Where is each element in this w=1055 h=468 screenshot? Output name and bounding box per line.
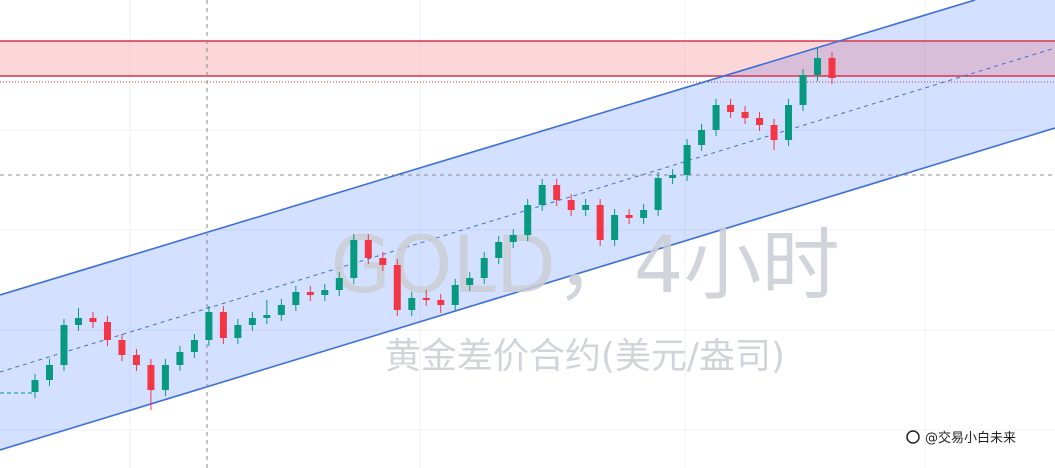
candle-body	[161, 365, 169, 390]
candle-body	[437, 300, 445, 305]
candle-body	[538, 185, 546, 205]
candle-body	[524, 205, 532, 235]
candle-body	[596, 205, 604, 240]
candle-body	[118, 340, 126, 355]
candle-body	[741, 112, 749, 118]
candle-body	[567, 200, 575, 210]
credit-text: @交易小白未来	[925, 430, 1016, 446]
candle-body	[480, 258, 488, 278]
candle-body	[132, 355, 140, 365]
candle-body	[60, 325, 68, 365]
candle-body	[176, 352, 184, 365]
candle-body	[292, 292, 300, 305]
candle-body	[509, 235, 517, 242]
candle-body	[234, 325, 242, 338]
candle-body	[248, 318, 256, 325]
candle-body	[89, 318, 97, 322]
watermark-subtitle: 黄金差价合约(美元/盎司)	[385, 336, 785, 377]
candle-body	[582, 205, 590, 210]
candle-body	[770, 125, 778, 140]
candle-body	[466, 278, 474, 285]
candle-body	[190, 340, 198, 352]
candle-body	[205, 312, 213, 340]
candle-body	[640, 210, 648, 218]
candle-body	[756, 118, 764, 125]
candle-body	[712, 105, 720, 130]
candle-body	[451, 285, 459, 305]
channel-lower	[0, 127, 1055, 451]
credit-icon	[906, 430, 920, 444]
candle-body	[799, 75, 807, 105]
channel-upper	[0, 0, 976, 296]
candle-body	[828, 58, 836, 78]
candle-body	[306, 292, 314, 295]
candle-body	[698, 130, 706, 145]
candle-body	[321, 290, 329, 295]
credit: @交易小白未来	[906, 430, 1016, 446]
candle-body	[74, 318, 82, 325]
candle-body	[422, 298, 430, 300]
candle-body	[350, 240, 358, 278]
candle-body	[379, 258, 387, 265]
candle-body	[45, 365, 53, 380]
candle-body	[553, 185, 561, 200]
candle-body	[495, 242, 503, 258]
candle-body	[625, 215, 633, 218]
candle-body	[727, 105, 735, 112]
candle-body	[683, 145, 691, 175]
candle-body	[364, 240, 372, 258]
candle-body	[785, 105, 793, 140]
candle-body	[219, 312, 227, 338]
candle-body	[335, 278, 343, 290]
candle-body	[814, 58, 822, 75]
candle-body	[147, 365, 155, 390]
candle-body	[263, 315, 271, 318]
resistance-zone	[0, 41, 1055, 76]
candle-body	[393, 265, 401, 310]
candle-body	[611, 215, 619, 240]
candle-body	[277, 305, 285, 315]
candle-body	[31, 380, 39, 392]
candle-body	[408, 298, 416, 310]
candle-body	[654, 178, 662, 210]
candle-body	[103, 322, 111, 340]
candle-body	[669, 175, 677, 178]
watermark-title: GOLD，4小时	[331, 221, 840, 311]
